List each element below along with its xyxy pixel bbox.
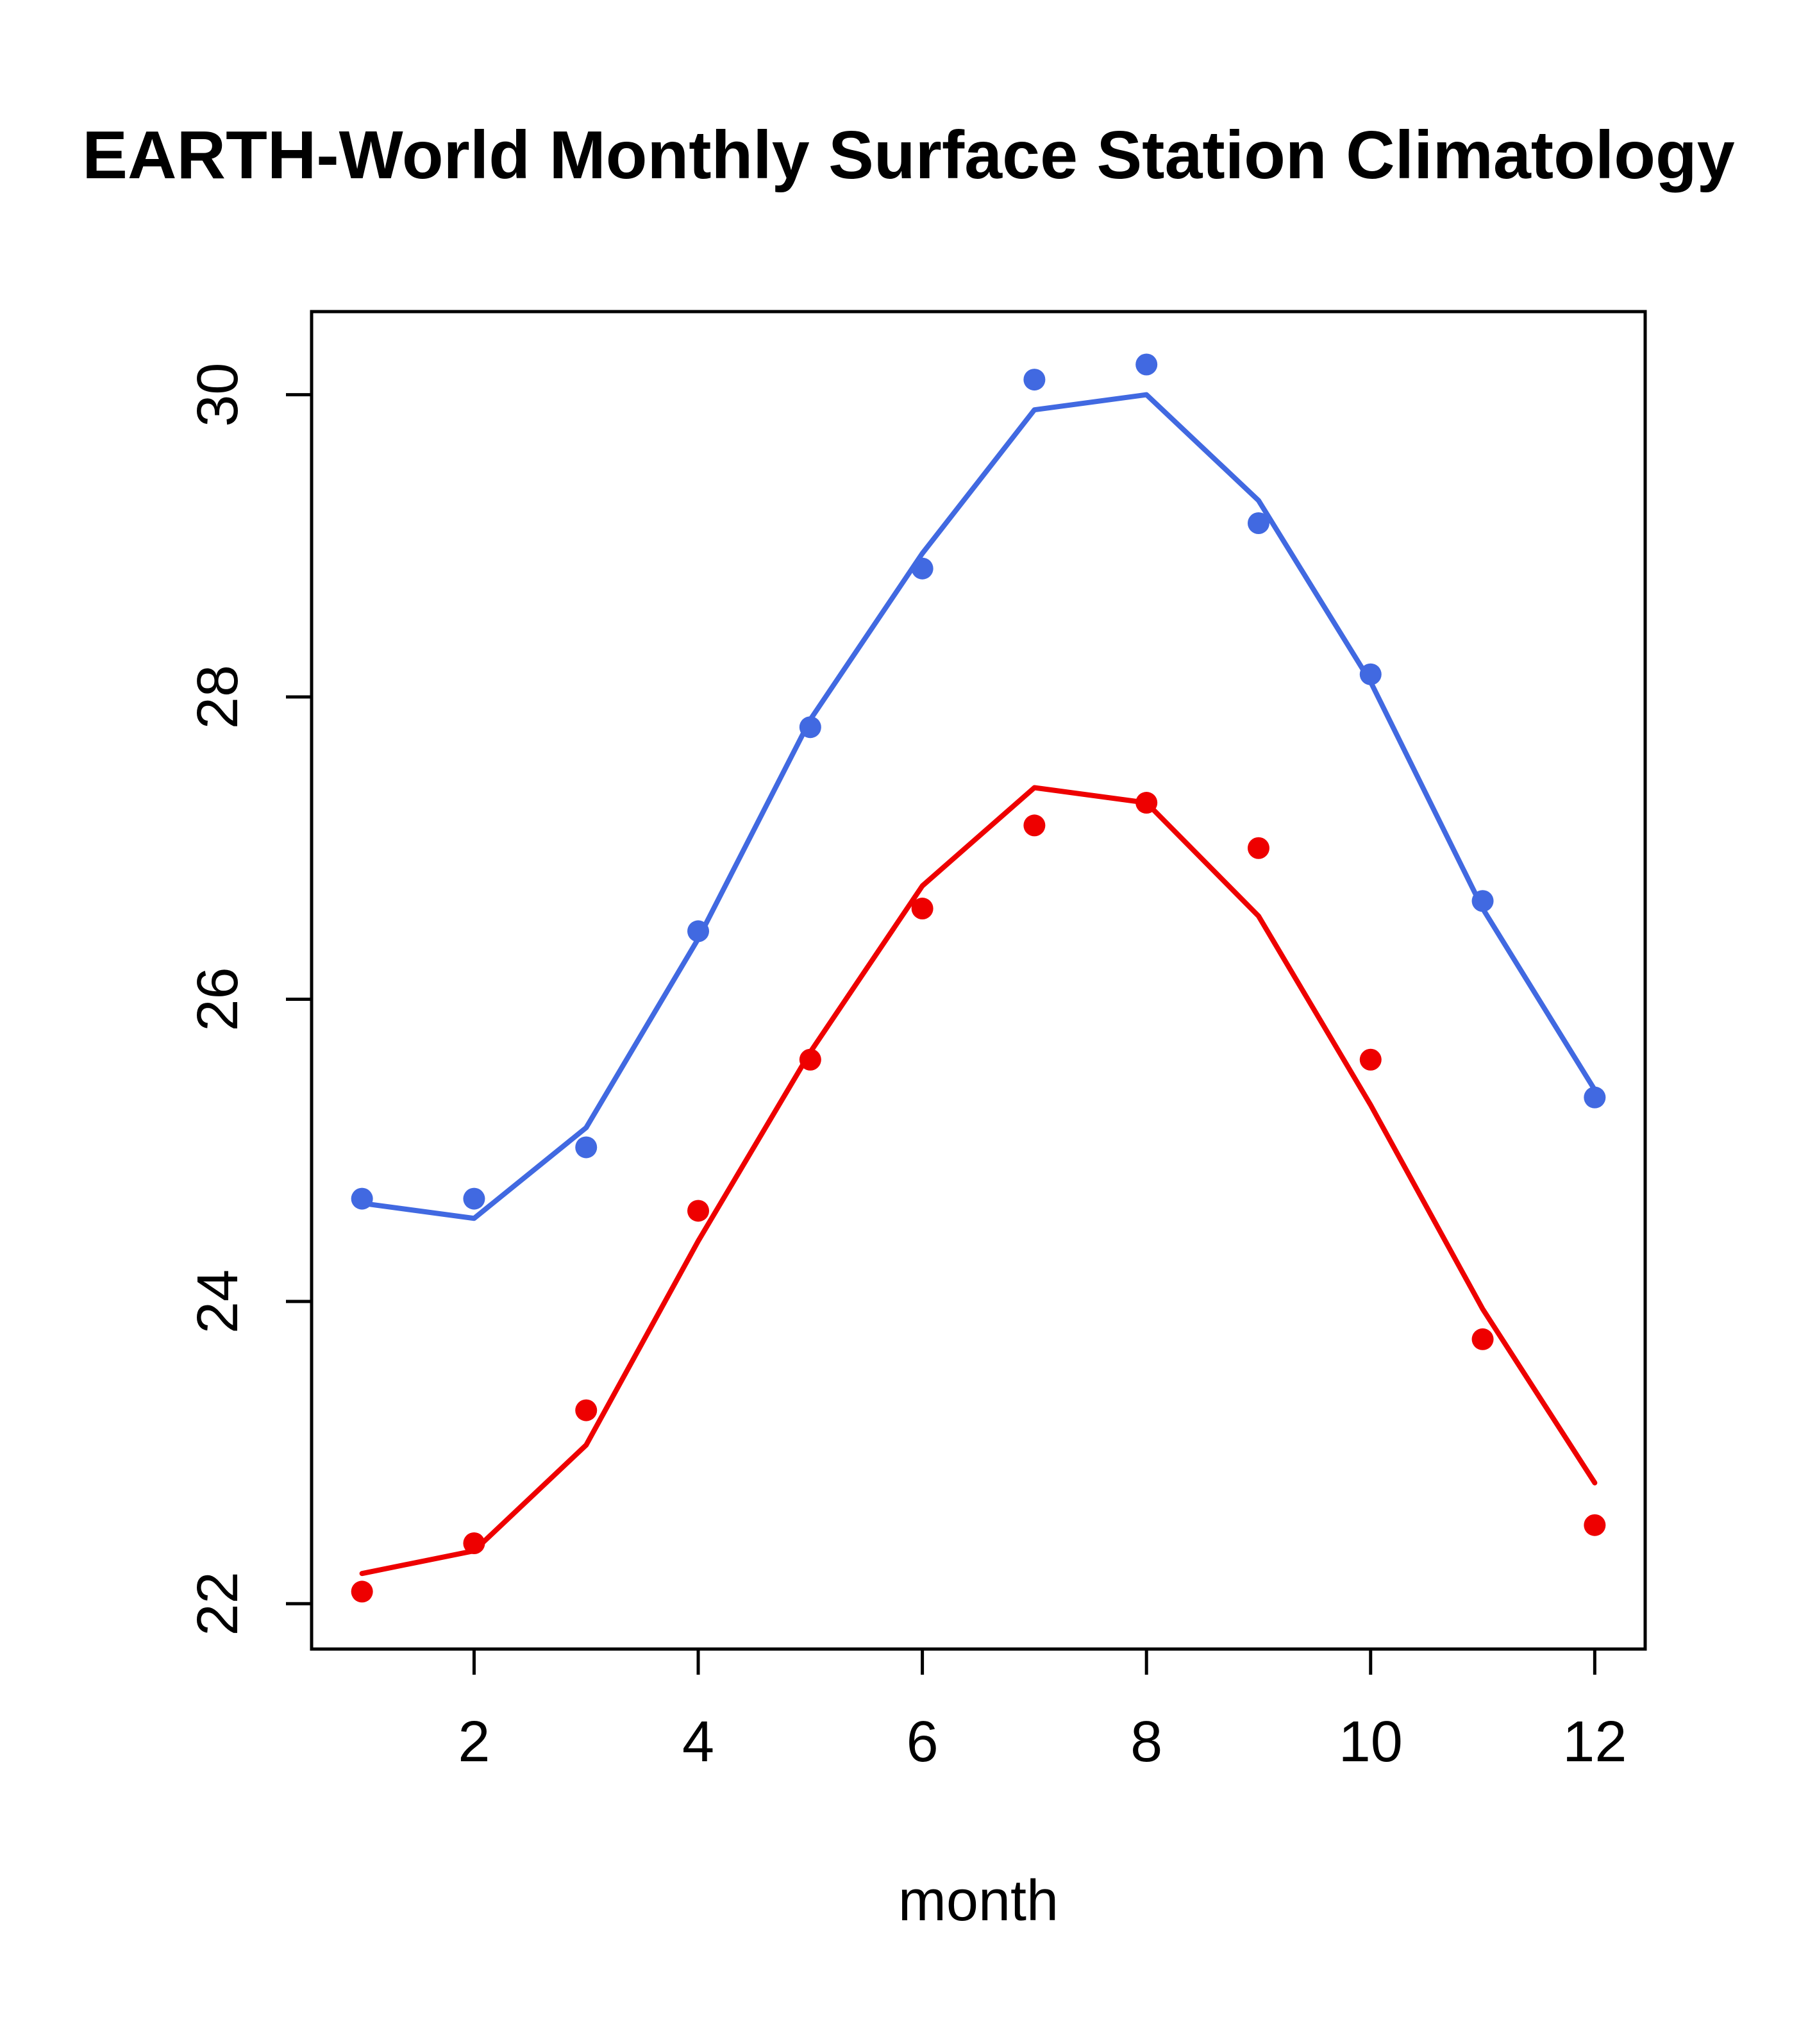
- red-points-marker: [463, 1532, 485, 1555]
- blue-points-marker: [351, 1187, 373, 1210]
- x-tick-label: 10: [1339, 1710, 1403, 1774]
- red-points-marker: [911, 898, 934, 920]
- blue-points-marker: [1135, 353, 1158, 376]
- blue-line: [359, 392, 1598, 1221]
- chart-title: EARTH-World Monthly Surface Station Clim…: [82, 117, 1734, 193]
- x-tick-label: 4: [682, 1710, 714, 1774]
- red-points-marker: [799, 1048, 821, 1071]
- blue-points-marker: [1471, 890, 1494, 912]
- y-tick-label: 26: [186, 967, 250, 1031]
- y-tick-label: 24: [186, 1269, 250, 1334]
- plot-box: [310, 310, 1647, 1651]
- red-points-marker: [575, 1399, 598, 1421]
- blue-points-marker: [1023, 369, 1046, 391]
- blue-points-marker: [911, 557, 934, 580]
- blue-points-marker: [1247, 512, 1269, 534]
- red-line: [359, 785, 1598, 1577]
- red-points-marker: [1359, 1048, 1382, 1071]
- blue-points-marker: [799, 716, 821, 739]
- red-points-marker: [351, 1580, 373, 1603]
- blue-points-marker: [687, 920, 710, 942]
- x-axis-label: month: [898, 1869, 1059, 1933]
- y-tick-label: 22: [186, 1571, 250, 1636]
- x-tick-label: 6: [907, 1710, 939, 1774]
- x-tick-label: 12: [1562, 1710, 1627, 1774]
- blue-points-marker: [575, 1136, 598, 1159]
- y-tick-label: 30: [186, 363, 250, 427]
- blue-points-marker: [463, 1187, 485, 1210]
- blue-points-marker: [1584, 1086, 1606, 1109]
- y-tick-label: 28: [186, 665, 250, 729]
- red-points-marker: [1584, 1514, 1606, 1536]
- red-points-marker: [1135, 792, 1158, 814]
- red-points-marker: [1247, 837, 1269, 859]
- series-layer: [351, 353, 1606, 1603]
- red-points-marker: [1471, 1328, 1494, 1350]
- red-points-marker: [687, 1200, 710, 1222]
- red-points-marker: [1023, 814, 1046, 837]
- blue-points-marker: [1359, 663, 1382, 685]
- x-tick-label: 2: [458, 1710, 490, 1774]
- x-tick-label: 8: [1130, 1710, 1162, 1774]
